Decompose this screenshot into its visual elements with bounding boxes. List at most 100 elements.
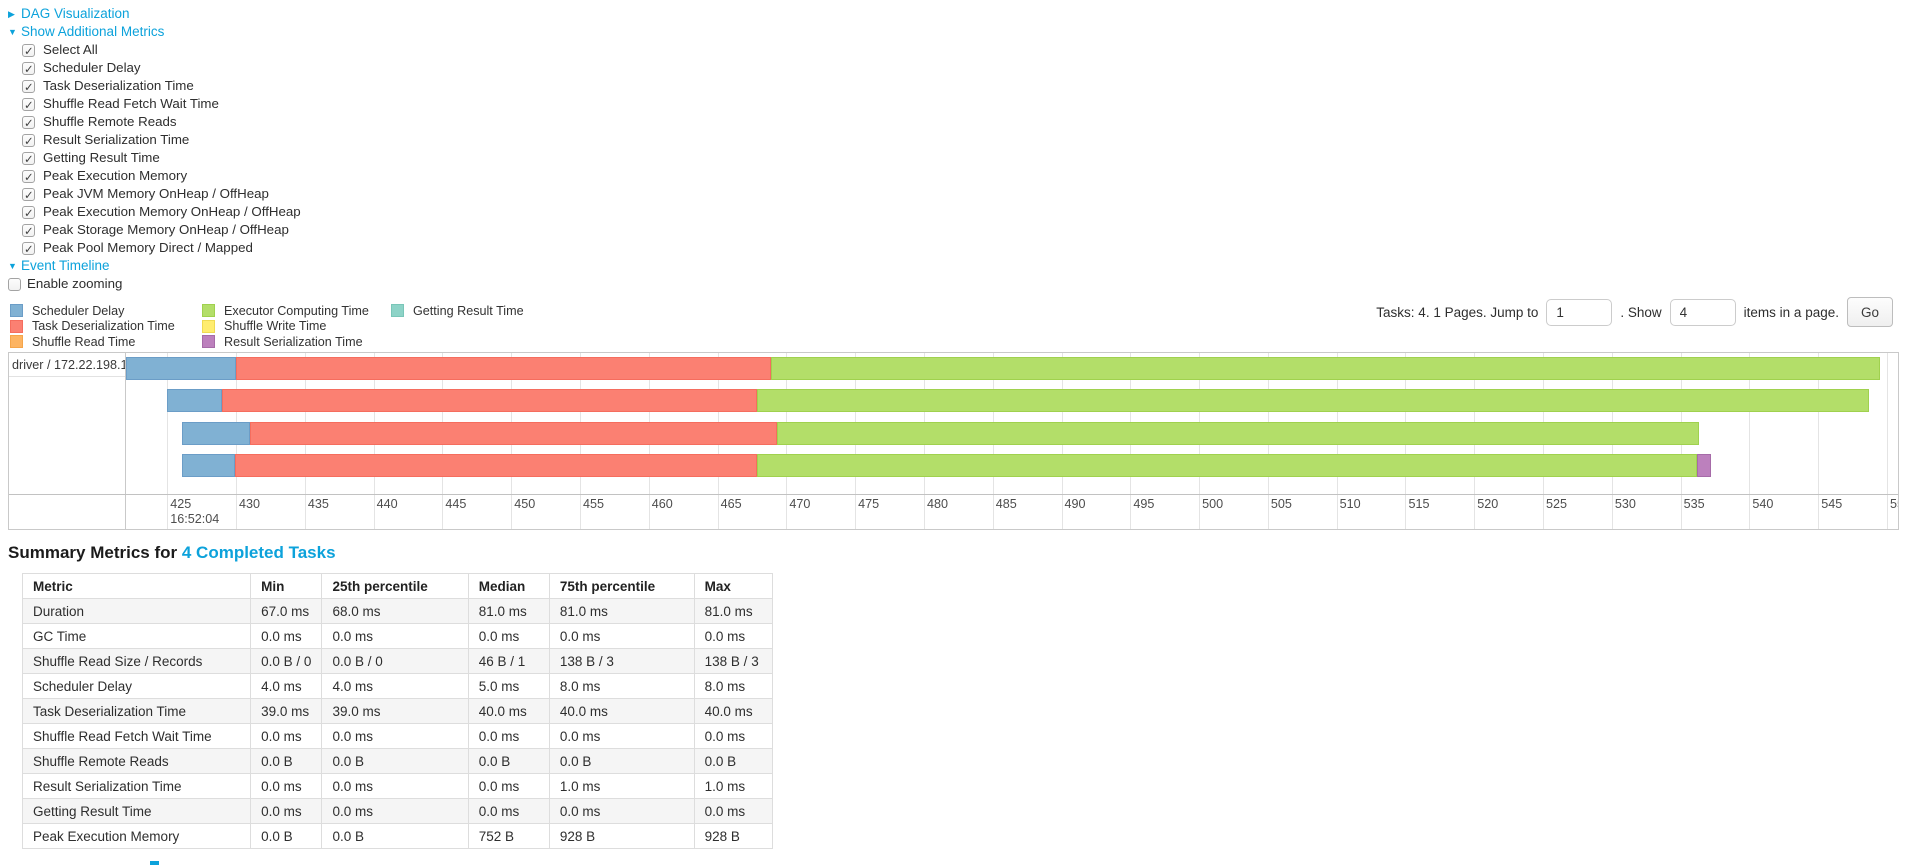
enable-zooming-checkbox[interactable] [8,277,21,291]
event-timeline-link[interactable]: Event Timeline [21,258,110,273]
metric-value-cell: 0.0 ms [250,623,323,649]
metric-value-cell: 0.0 B [250,748,323,774]
metric-value-cell: 4.0 ms [321,673,469,699]
legend-column: Getting Result Time [391,303,524,350]
column-header: Max [693,573,774,599]
metric-checkbox-row: Result Serialization Time [22,131,301,151]
items-per-page-label: items in a page. [1743,304,1839,320]
dag-visualization-toggle[interactable]: ▶ DAG Visualization [8,5,301,23]
result-serialization-swatch-icon [202,335,215,349]
metric-value-cell: 1.0 ms [693,773,774,799]
metric-checkbox[interactable] [22,169,35,187]
legend-item-getting-result: Getting Result Time [391,303,524,319]
metric-value-cell: 0.0 ms [321,773,469,799]
axis-tick-label: 485 [995,497,1017,511]
metric-name-cell: Shuffle Read Size / Records [21,648,252,674]
column-header: 25th percentile [321,573,469,599]
metric-value-cell: 0.0 ms [548,723,695,749]
metric-value-cell: 0.0 ms [250,798,323,824]
heading-prefix: Summary Metrics for [8,543,178,562]
metric-value-cell: 67.0 ms [250,598,323,624]
metric-value-cell: 1.0 ms [548,773,695,799]
task-bar-segment-executor-computing [757,454,1698,477]
jump-to-page-input[interactable] [1546,298,1613,326]
metric-checkbox[interactable] [22,79,35,97]
metric-name-cell: Scheduler Delay [21,673,252,699]
metric-value-cell: 0.0 B [693,748,774,774]
metric-checkbox-label: Shuffle Remote Reads [43,114,177,129]
column-header: 75th percentile [548,573,695,599]
legend-item-shuffle-write: Shuffle Write Time [202,319,391,335]
column-header: Metric [21,573,252,599]
show-additional-metrics-link[interactable]: Show Additional Metrics [21,24,165,39]
metric-value-cell: 928 B [693,823,774,849]
metric-checkbox-label: Peak Execution Memory [43,168,188,183]
axis-time-label: 16:52:04 [170,512,220,526]
metric-checkbox-list: Select All Scheduler Delay Task Deserializ… [8,41,301,259]
metric-checkbox[interactable] [22,133,35,151]
table-row: Getting Result Time 0.0 ms 0.0 ms 0.0 ms 0.0… [21,798,774,824]
metric-checkbox[interactable] [22,115,35,133]
dag-visualization-link[interactable]: DAG Visualization [21,6,130,21]
collapsed-arrow-icon: ▶ [8,9,15,19]
metric-name-cell: Duration [21,598,252,624]
legend-item-result-serialization: Result Serialization Time [202,334,391,350]
legend-column: Executor Computing Time Shuffle Write Tim… [202,303,391,350]
task-bar-segment-scheduler-delay [182,422,250,445]
metric-value-cell: 0.0 ms [250,773,323,799]
metric-value-cell: 0.0 ms [321,723,469,749]
metric-value-cell: 0.0 B [467,748,550,774]
metric-value-cell: 0.0 ms [321,798,469,824]
axis-tick-label: 425 [170,497,192,511]
expanded-arrow-icon: ▼ [8,27,17,37]
executor-computing-swatch-icon [202,304,215,318]
metric-checkbox-label: Getting Result Time [43,150,160,165]
metric-value-cell: 8.0 ms [548,673,695,699]
legend-item-executor-computing: Executor Computing Time [202,303,391,319]
metric-checkbox-row: Scheduler Delay [22,59,301,79]
pagination-controls: Tasks: 4. 1 Pages. Jump to . Show items … [1376,297,1893,327]
show-additional-metrics-toggle[interactable]: ▼ Show Additional Metrics [8,23,301,41]
metric-checkbox[interactable] [22,43,35,61]
timeline-gridline [167,353,169,529]
metric-checkbox[interactable] [22,223,35,241]
timeline-axis-separator [9,494,1898,495]
page-size-input[interactable] [1669,298,1736,326]
metric-value-cell: 0.0 B [250,823,323,849]
metric-checkbox[interactable] [22,151,35,169]
metric-value-cell: 0.0 B / 0 [250,648,323,674]
axis-tick-label: 550 [1889,497,1898,511]
metric-value-cell: 0.0 B [321,748,469,774]
metric-name-cell: Shuffle Read Fetch Wait Time [21,723,252,749]
metric-checkbox-row: Peak Execution Memory [22,167,301,187]
timeline-gridline [1749,353,1751,529]
axis-tick-label: 540 [1752,497,1774,511]
timeline-gridline [1886,353,1888,529]
metric-checkbox[interactable] [22,97,35,115]
completed-tasks-link[interactable]: 4 Completed Tasks [181,543,336,562]
metric-value-cell: 0.0 ms [321,623,469,649]
legend-label: Shuffle Write Time [224,319,327,334]
metric-checkbox[interactable] [22,241,35,259]
metric-checkbox[interactable] [22,61,35,79]
metric-value-cell: 138 B / 3 [693,648,774,674]
table-row: GC Time 0.0 ms 0.0 ms 0.0 ms 0.0 ms 0.0 ms [21,623,774,649]
metric-checkbox-label: Peak Pool Memory Direct / Mapped [43,240,253,255]
summary-metrics-heading: Summary Metrics for 4 Completed Tasks [8,543,336,563]
metrics-panel: ▶ DAG Visualization ▼ Show Additional Me… [8,5,301,293]
show-label: . Show [1620,304,1662,320]
metric-checkbox[interactable] [22,205,35,223]
legend-item-scheduler-delay: Scheduler Delay [10,303,202,319]
metric-checkbox-row: Peak Storage Memory OnHeap / OffHeap [22,221,301,241]
metric-checkbox-label: Select All [43,42,98,57]
event-timeline-toggle[interactable]: ▼ Event Timeline [8,257,301,275]
event-timeline-chart: 425 16:52:04 430 435 440 445 450 455 460 465 470 47… [8,352,1899,530]
column-header: Min [250,573,323,599]
metric-checkbox[interactable] [22,187,35,205]
metric-value-cell: 40.0 ms [467,698,550,724]
metric-value-cell: 39.0 ms [321,698,469,724]
table-row: Shuffle Remote Reads 0.0 B 0.0 B 0.0 B 0.0 B… [21,748,774,774]
table-row: Duration 67.0 ms 68.0 ms 81.0 ms 81.0 ms 81.0… [21,598,774,624]
go-button[interactable]: Go [1846,297,1893,327]
metric-name-cell: Shuffle Remote Reads [21,748,252,774]
